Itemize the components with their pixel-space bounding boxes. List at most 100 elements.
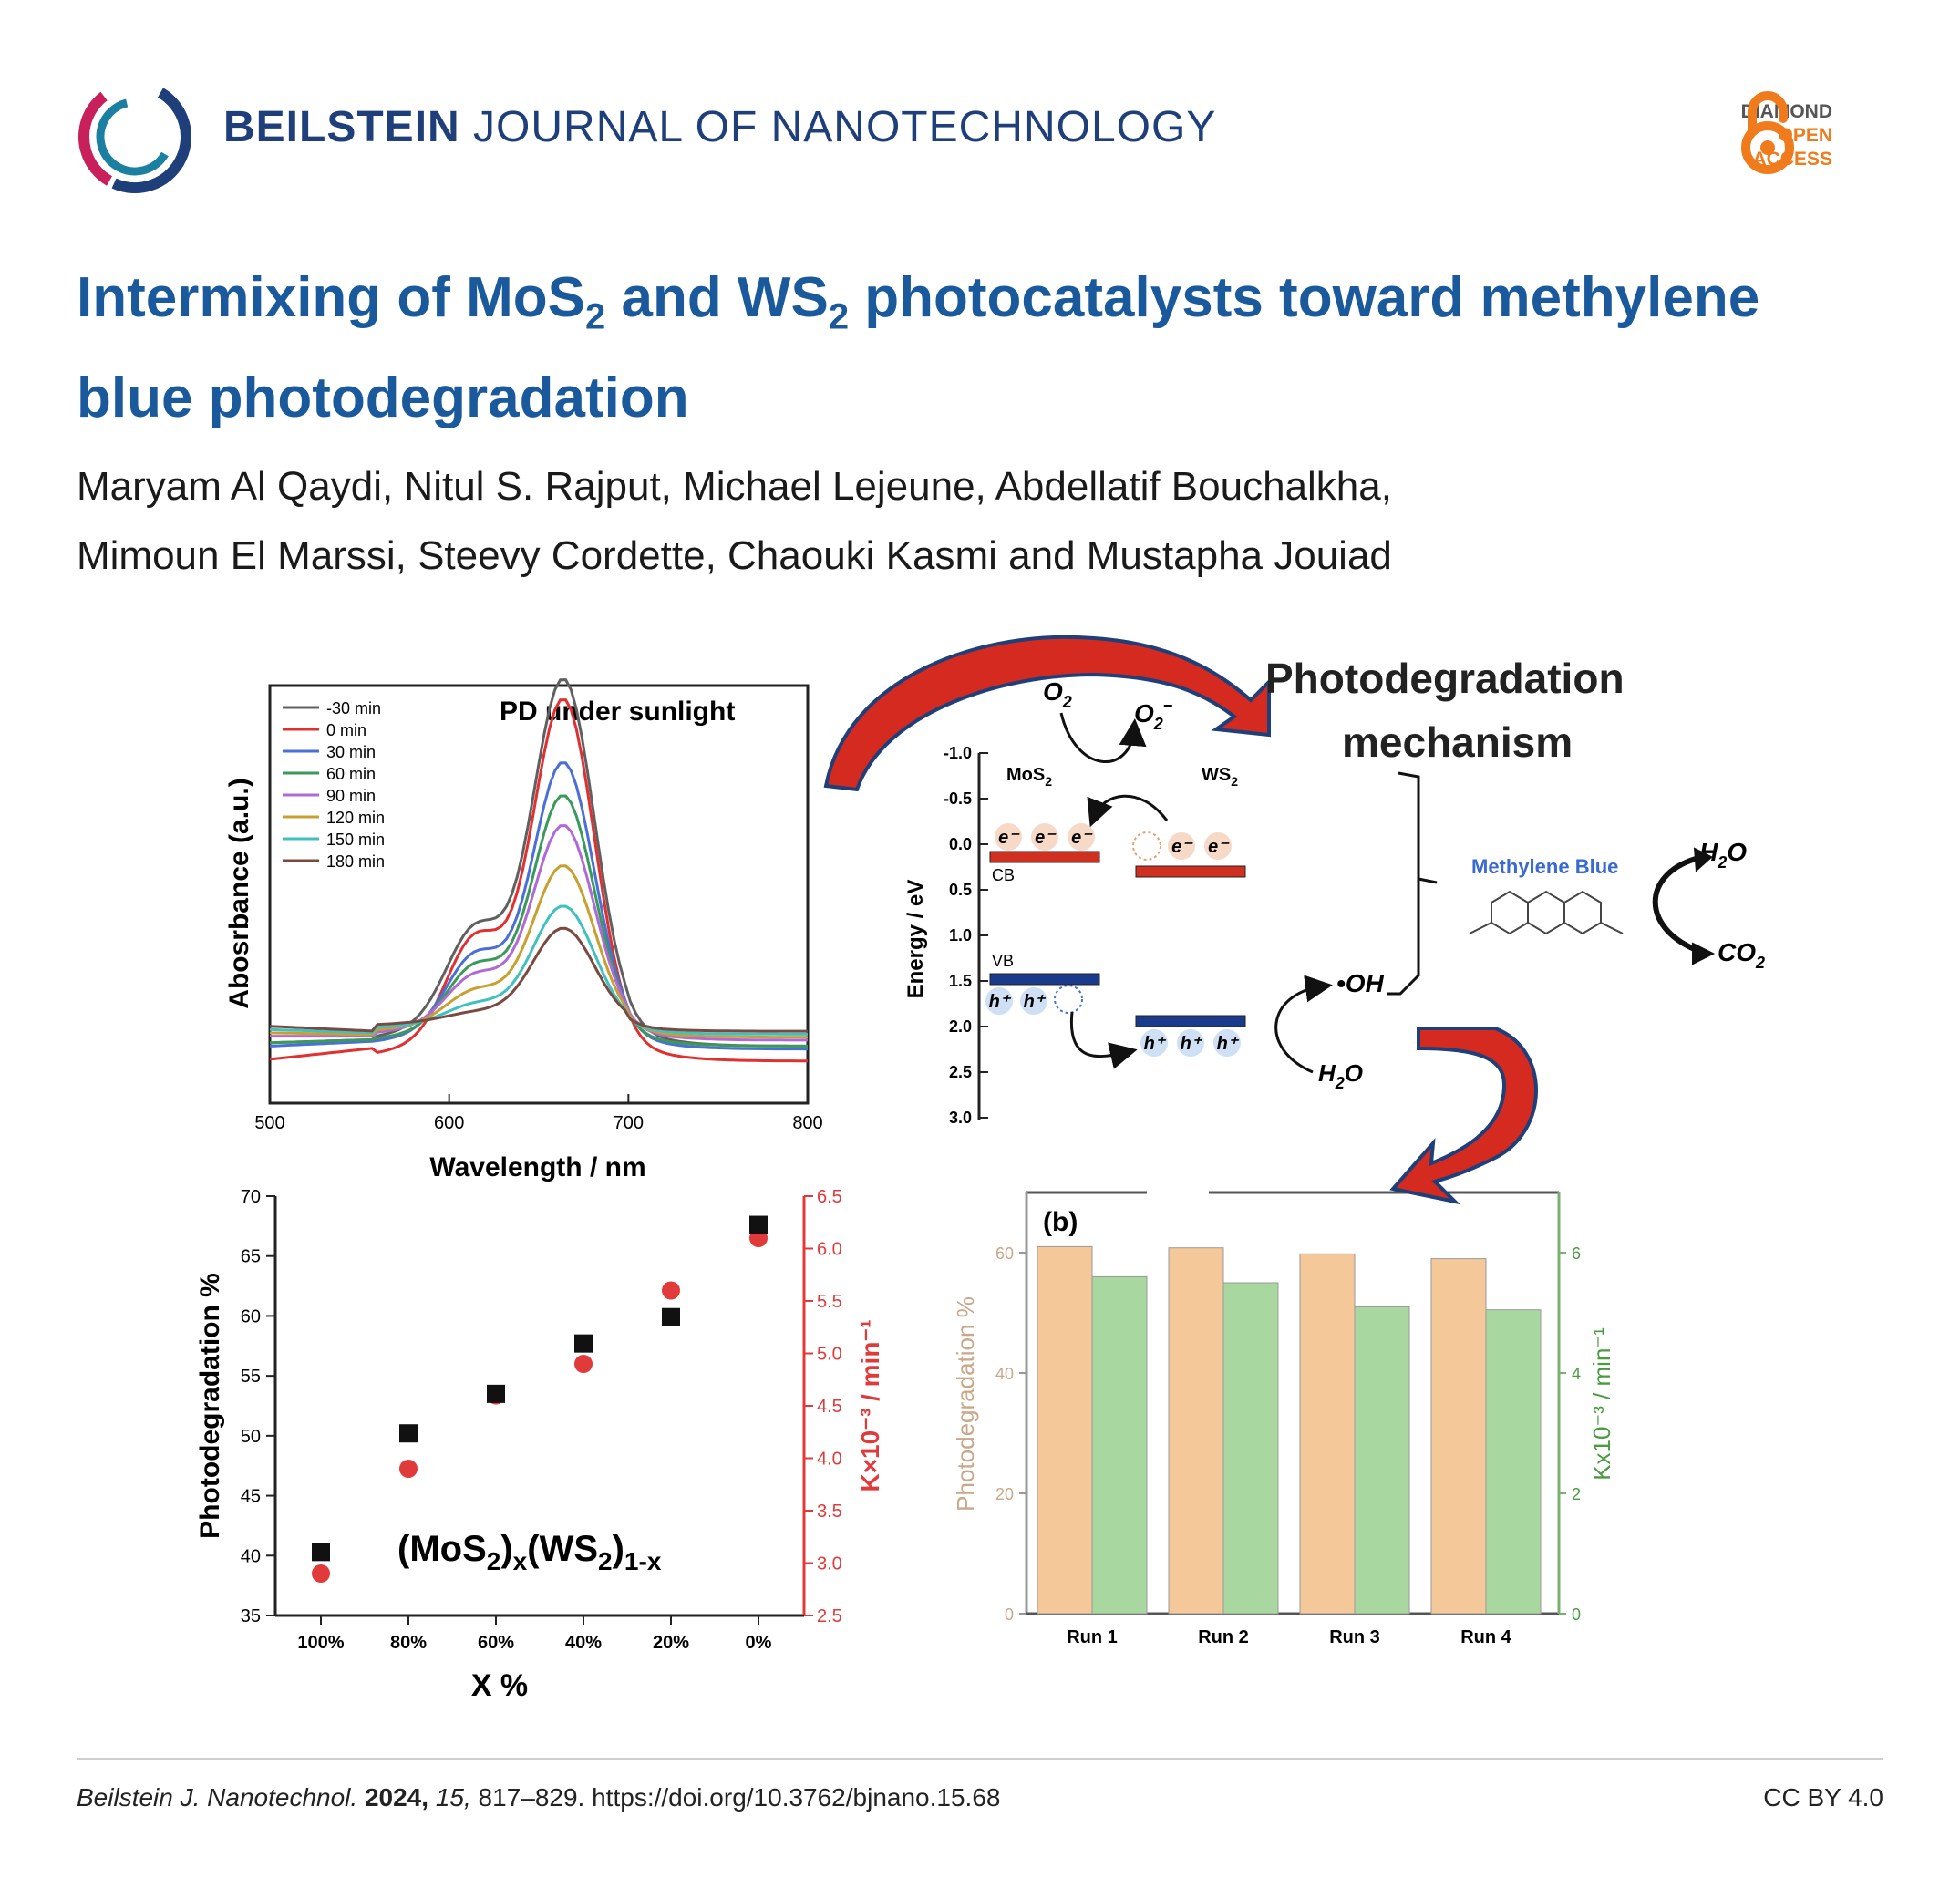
y2-tick-label: 2.5 (817, 1606, 842, 1626)
absorbance-chart: PD under sunlight -30 min 0 min 30 min 60 m… (224, 678, 823, 1182)
electron-label: e⁻ (1208, 837, 1230, 857)
citation-year: 2024, (364, 1783, 429, 1812)
electron-marker (1204, 832, 1232, 860)
bar-y2-label: Kx10⁻³ / min⁻¹ (1588, 1327, 1615, 1481)
badge-access: ACCESS (1752, 149, 1832, 170)
y-tick-label: 60 (241, 1306, 261, 1326)
x-tick-label: Run 2 (1198, 1627, 1249, 1647)
hole-label: h⁺ (1217, 1034, 1240, 1054)
absorbance-series-line (269, 698, 808, 1063)
hole-marker (1213, 1029, 1241, 1057)
hole-label: h⁺ (1181, 1034, 1203, 1054)
scatter-formula-label: (MoS2)x(WS2)1-x (397, 1529, 662, 1575)
electron-marker (1031, 823, 1058, 851)
y2-tick-label: 6 (1572, 1244, 1581, 1263)
h2o-bottom-label: H2O (1318, 1059, 1363, 1092)
absorbance-series-line (269, 761, 809, 1051)
rate-point (399, 1460, 418, 1478)
journal-name-bold: BEILSTEIN (223, 103, 460, 151)
title-part2: and WS (605, 266, 829, 329)
electron-marker (1168, 832, 1195, 860)
y2-tick-label: 5.0 (817, 1345, 842, 1365)
rate-bar (1222, 1282, 1279, 1615)
hole-label: h⁺ (1024, 992, 1047, 1012)
bar-y-label: Photodegradation % (952, 1296, 979, 1512)
absorbance-series-line (270, 864, 808, 1039)
article-title: Intermixing of MoS2 and WS2 photocatalys… (77, 257, 1827, 439)
rate-point (312, 1564, 330, 1583)
y2-tick-label: 6.0 (817, 1240, 842, 1260)
ws2-label: WS2 (1202, 765, 1238, 789)
mechanism-title-1: Photodegradation (1265, 655, 1625, 702)
y2-tick-label: 4 (1572, 1365, 1581, 1383)
y2-tick-label: 3.0 (817, 1554, 842, 1574)
title-part1: Intermixing of MoS (77, 266, 585, 329)
photodegradation-bar (1168, 1247, 1224, 1615)
energy-tick-label: 1.5 (949, 972, 972, 990)
x-tick-label: 80% (390, 1633, 427, 1653)
y2-tick-label: 5.5 (817, 1292, 842, 1312)
absorbance-chart-title: PD under sunlight (500, 697, 735, 727)
y-tick-label: 40 (995, 1365, 1014, 1383)
energy-tick-label: 2.0 (949, 1017, 972, 1036)
y-tick-label: 50 (241, 1427, 261, 1447)
author-list: Maryam Al Qaydi, Nitul S. Rajput, Michae… (77, 452, 1863, 591)
x-tick-label: 20% (653, 1633, 689, 1653)
hole-marker (1020, 987, 1047, 1015)
photodegradation-point (574, 1334, 593, 1353)
absorbance-series-line (269, 904, 808, 1036)
y2-tick-label: 3.5 (817, 1502, 842, 1522)
license-label: CC BY 4.0 (1763, 1783, 1883, 1812)
mechanism-diagram: Photodegradation mechanism O2 O2− -1.0 -0… (823, 635, 1765, 1205)
footer-citation: Beilstein J. Nanotechnol. 2024, 15, 817–… (77, 1783, 1000, 1812)
energy-tick-label: 1.0 (949, 926, 972, 944)
citation-doi[interactable]: 817–829. https://doi.org/10.3762/bjnano.… (478, 1783, 1001, 1812)
energy-tick-label: 0.0 (949, 835, 972, 853)
beilstein-ring-icon (78, 80, 191, 193)
title-part3: photocatalysts toward methylene blue pho… (77, 266, 1760, 430)
legend-label: 30 min (326, 743, 376, 761)
electron-label: e⁻ (998, 828, 1020, 848)
hole-label: h⁺ (989, 992, 1012, 1012)
bar-panel-label: (b) (1043, 1207, 1078, 1237)
title-sub2: 2 (828, 296, 850, 337)
authors-line1: Maryam Al Qaydi, Nitul S. Rajput, Michae… (77, 464, 1392, 509)
absorbance-x-label: Wavelength / nm (429, 1152, 645, 1182)
cb-label: CB (992, 866, 1015, 884)
red-down-arrow-icon (1389, 1027, 1538, 1205)
electron-label: e⁻ (1171, 837, 1193, 857)
x-tick-label: Run 1 (1067, 1627, 1118, 1647)
y2-tick-label: 6.5 (817, 1187, 842, 1207)
methylene-blue-label: Methylene Blue (1471, 855, 1618, 878)
mos2-label: MoS2 (1006, 765, 1052, 789)
hole-marker (985, 987, 1013, 1015)
y-tick-label: 20 (995, 1485, 1014, 1503)
x-tick-label: 600 (434, 1113, 464, 1133)
mos2-cb-band (989, 851, 1100, 863)
photodegradation-bar (1430, 1258, 1487, 1615)
hole-label: h⁺ (1144, 1034, 1167, 1054)
y2-tick-label: 0 (1572, 1605, 1581, 1624)
x-tick-label: 100% (297, 1633, 344, 1653)
ws2-vb-band (1135, 1015, 1246, 1027)
legend-label: 0 min (326, 721, 366, 739)
y-tick-label: 60 (995, 1244, 1014, 1263)
x-tick-label: 0% (746, 1633, 772, 1653)
scatter-y2-label: K×10⁻³ / min⁻¹ (856, 1319, 884, 1492)
electron-label: e⁻ (1071, 828, 1093, 848)
rate-point (574, 1355, 593, 1373)
citation-journal: Beilstein J. Nanotechnol. (77, 1783, 358, 1812)
legend-label: 60 min (326, 765, 376, 783)
rate-bar (1091, 1275, 1148, 1615)
journal-name: BEILSTEIN JOURNAL OF NANOTECHNOLOGY (223, 102, 1216, 152)
photodegradation-bar (1299, 1253, 1356, 1615)
photodegradation-point (399, 1424, 418, 1443)
electron-label: e⁻ (1035, 828, 1057, 848)
legend-label: 120 min (326, 809, 385, 827)
methylene-blue-structure-icon (1469, 890, 1624, 935)
red-curved-arrow-icon (823, 635, 1271, 792)
y-tick-label: 0 (1005, 1605, 1014, 1624)
photodegradation-point (749, 1215, 768, 1234)
y-tick-label: 40 (241, 1546, 261, 1566)
